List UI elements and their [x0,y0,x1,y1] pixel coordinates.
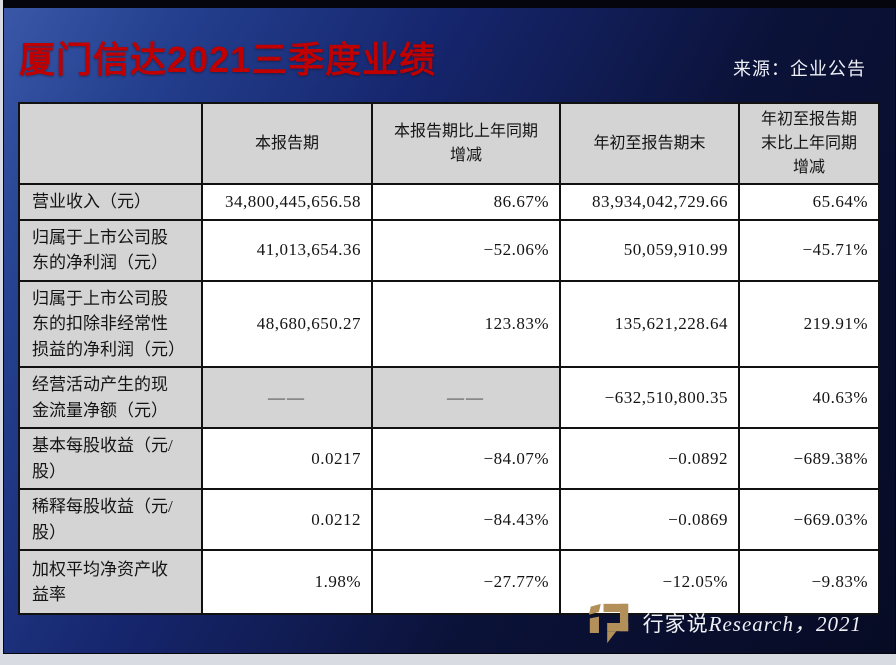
financial-results-table: 本报告期 本报告期比上年同期 增减 年初至报告期末 年初至报告期 末比上年同期 … [18,102,880,615]
footer-brand-text: 行家说Research，2021 [643,608,862,638]
cell-value: −669.03% [738,488,880,551]
cell-value: 0.0212 [201,488,373,551]
table-row: 归属于上市公司股 东的扣除非经常性 损益的净利润（元） 48,680,650.2… [18,279,880,368]
hangjiashuo-logo-icon [588,603,628,644]
cell-value: 50,059,910.99 [559,218,740,282]
cell-value: −84.07% [371,427,561,490]
cell-value: −12.05% [559,549,740,615]
footer-credit: 行家说Research，2021 [588,602,862,644]
row-label: 营业收入（元） [18,183,203,221]
footer-brand-cn: 行家说 [642,612,709,636]
cell-value: 135,621,228.64 [559,279,740,368]
cell-value: 123.83% [371,279,561,368]
cell-value: 0.0217 [201,427,373,490]
cell-dash: —— [371,366,561,429]
row-label: 归属于上市公司股 东的扣除非经常性 损益的净利润（元） [18,279,203,368]
row-label: 归属于上市公司股 东的净利润（元） [18,218,203,282]
cell-value: −632,510,800.35 [559,366,740,429]
footer-brand-en: Research [708,612,794,636]
source-note: 来源：企业公告 [733,59,866,79]
page-title: 厦门信达2021三季度业绩 [19,39,437,80]
cell-value: 40.63% [738,366,880,429]
header-ytd-yoy: 年初至报告期 末比上年同期 增减 [738,102,880,185]
cell-value: 41,013,654.36 [201,218,373,282]
table-row: 加权平均净资产收 益率 1.98% −27.77% −12.05% −9.83% [18,549,880,615]
cell-value: 48,680,650.27 [201,279,373,368]
header-current-period-yoy: 本报告期比上年同期 增减 [371,102,561,185]
cell-value: −27.77% [371,549,561,615]
table-header-row: 本报告期 本报告期比上年同期 增减 年初至报告期末 年初至报告期 末比上年同期 … [18,102,880,185]
cell-value: 1.98% [201,549,373,615]
cell-value: −9.83% [738,549,880,615]
slide-background: 厦门信达2021三季度业绩 来源：企业公告 本报告期 本报告期比上年同期 增减 … [3,0,896,654]
footer-brand-suffix: ，2021 [794,612,862,636]
table-row: 营业收入（元） 34,800,445,656.58 86.67% 83,934,… [18,183,880,221]
cell-value: −689.38% [738,427,880,490]
table-row: 归属于上市公司股 东的净利润（元） 41,013,654.36 −52.06% … [18,218,880,282]
row-label: 基本每股收益（元/ 股） [18,427,203,490]
row-label: 加权平均净资产收 益率 [18,549,203,615]
cell-value: 86.67% [371,183,561,221]
cell-value: 34,800,445,656.58 [201,183,373,221]
cell-value: −84.43% [371,488,561,551]
cell-value: 65.64% [738,183,880,221]
cell-value: 83,934,042,729.66 [559,183,740,221]
row-label: 经营活动产生的现 金流量净额（元） [18,366,203,429]
cell-value: 219.91% [738,279,880,368]
table-row: 基本每股收益（元/ 股） 0.0217 −84.07% −0.0892 −689… [18,427,880,490]
header-empty [18,102,203,185]
row-label: 稀释每股收益（元/ 股） [18,488,203,551]
cell-value: −0.0869 [559,488,740,551]
table-row: 经营活动产生的现 金流量净额（元） —— —— −632,510,800.35 … [18,366,880,429]
header-current-period: 本报告期 [201,102,373,185]
cell-value: −0.0892 [559,427,740,490]
table-row: 稀释每股收益（元/ 股） 0.0212 −84.43% −0.0869 −669… [18,488,880,551]
header-ytd: 年初至报告期末 [559,102,740,185]
cell-value: −45.71% [738,218,880,282]
cell-dash: —— [201,366,373,429]
cell-value: −52.06% [371,218,561,282]
